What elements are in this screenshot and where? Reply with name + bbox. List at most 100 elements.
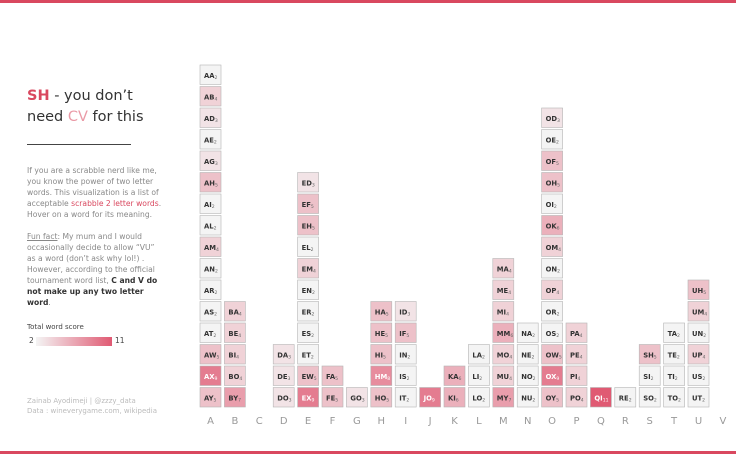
word-tile-rect[interactable] <box>394 322 417 343</box>
word-tile-rect[interactable] <box>224 322 246 343</box>
word-tile-ka[interactable]: KA6 <box>443 365 466 386</box>
word-tile-rect[interactable] <box>516 322 539 343</box>
word-tile-oe[interactable]: OE2 <box>541 129 563 150</box>
word-tile-rect[interactable] <box>492 387 515 408</box>
word-tile-de[interactable]: DE3 <box>272 365 295 386</box>
word-tile-rect[interactable] <box>199 344 222 365</box>
word-tile-or[interactable]: OR2 <box>541 301 563 322</box>
word-tile-rect[interactable] <box>687 301 710 322</box>
word-tile-ne[interactable]: NE2 <box>516 344 539 365</box>
word-tile-al[interactable]: AL2 <box>199 215 222 236</box>
word-tile-rect[interactable] <box>224 387 246 408</box>
scrabble-words-link[interactable]: scrabble 2 letter words <box>71 199 159 208</box>
word-tile-rect[interactable] <box>492 344 515 365</box>
word-tile-ah[interactable]: AH5 <box>199 172 222 193</box>
word-tile-oi[interactable]: OI2 <box>541 193 563 214</box>
word-tile-na[interactable]: NA2 <box>516 322 539 343</box>
word-tile-jo[interactable]: JO9 <box>419 387 441 408</box>
word-tile-ho[interactable]: HO5 <box>370 387 393 408</box>
word-tile-oh[interactable]: OH5 <box>541 172 563 193</box>
word-tile-fe[interactable]: FE5 <box>321 387 344 408</box>
word-tile-so[interactable]: SO2 <box>638 387 661 408</box>
word-tile-rect[interactable] <box>565 387 588 408</box>
word-tile-as[interactable]: AS2 <box>199 301 222 322</box>
word-tile-rect[interactable] <box>541 107 563 128</box>
word-tile-my[interactable]: MY7 <box>492 387 515 408</box>
word-tile-by[interactable]: BY7 <box>224 387 246 408</box>
word-tile-rect[interactable] <box>565 365 588 386</box>
word-tile-ex[interactable]: EX9 <box>297 387 319 408</box>
word-tile-rect[interactable] <box>199 365 222 386</box>
word-tile-po[interactable]: PO4 <box>565 387 588 408</box>
word-tile-rect[interactable] <box>541 193 563 214</box>
word-tile-rect[interactable] <box>370 344 393 365</box>
word-tile-rect[interactable] <box>663 365 685 386</box>
word-tile-os[interactable]: OS2 <box>541 322 563 343</box>
word-tile-rect[interactable] <box>541 344 563 365</box>
word-tile-ae[interactable]: AE2 <box>199 129 222 150</box>
word-tile-rect[interactable] <box>516 344 539 365</box>
word-tile-rect[interactable] <box>492 322 515 343</box>
word-tile-rect[interactable] <box>199 107 222 128</box>
word-tile-rect[interactable] <box>516 387 539 408</box>
word-tile-te[interactable]: TE2 <box>663 344 685 365</box>
word-tile-rect[interactable] <box>199 301 222 322</box>
word-tile-et[interactable]: ET2 <box>297 344 319 365</box>
word-tile-in[interactable]: IN2 <box>394 344 417 365</box>
word-tile-id[interactable]: ID3 <box>394 301 417 322</box>
word-tile-ut[interactable]: UT2 <box>687 387 710 408</box>
word-tile-rect[interactable] <box>370 387 393 408</box>
word-tile-he[interactable]: HE5 <box>370 322 393 343</box>
word-tile-rect[interactable] <box>687 344 710 365</box>
word-tile-aa[interactable]: AA2 <box>199 64 222 85</box>
word-tile-rect[interactable] <box>272 387 295 408</box>
word-tile-rect[interactable] <box>297 387 319 408</box>
word-tile-rect[interactable] <box>199 236 222 257</box>
word-tile-ad[interactable]: AD3 <box>199 107 222 128</box>
word-tile-an[interactable]: AN2 <box>199 258 222 279</box>
word-tile-da[interactable]: DA3 <box>272 344 295 365</box>
word-tile-ok[interactable]: OK6 <box>541 215 563 236</box>
word-tile-rect[interactable] <box>492 301 515 322</box>
word-tile-bo[interactable]: BO4 <box>224 365 246 386</box>
word-tile-lo[interactable]: LO2 <box>468 387 490 408</box>
word-tile-rect[interactable] <box>590 387 612 408</box>
word-tile-rect[interactable] <box>492 258 515 279</box>
word-tile-ti[interactable]: TI2 <box>663 365 685 386</box>
word-tile-rect[interactable] <box>394 365 417 386</box>
word-tile-fa[interactable]: FA5 <box>321 365 344 386</box>
word-tile-of[interactable]: OF5 <box>541 150 563 171</box>
word-tile-rect[interactable] <box>565 344 588 365</box>
word-tile-rect[interactable] <box>370 365 393 386</box>
word-tile-rect[interactable] <box>443 365 466 386</box>
word-tile-rect[interactable] <box>199 129 222 150</box>
word-tile-us[interactable]: US2 <box>687 365 710 386</box>
word-tile-ew[interactable]: EW5 <box>297 365 319 386</box>
word-tile-rect[interactable] <box>224 301 246 322</box>
word-tile-rect[interactable] <box>419 387 441 408</box>
word-tile-rect[interactable] <box>199 193 222 214</box>
word-tile-aw[interactable]: AW5 <box>199 344 222 365</box>
word-tile-om[interactable]: OM4 <box>541 236 563 257</box>
word-tile-rect[interactable] <box>516 365 539 386</box>
word-tile-en[interactable]: EN2 <box>297 279 319 300</box>
word-tile-rect[interactable] <box>297 172 319 193</box>
word-tile-la[interactable]: LA2 <box>468 344 490 365</box>
word-tile-rect[interactable] <box>199 215 222 236</box>
word-tile-um[interactable]: UM4 <box>687 301 710 322</box>
word-tile-rect[interactable] <box>199 279 222 300</box>
word-tile-am[interactable]: AM4 <box>199 236 222 257</box>
word-tile-ef[interactable]: EF5 <box>297 193 319 214</box>
word-tile-eh[interactable]: EH5 <box>297 215 319 236</box>
word-tile-rect[interactable] <box>199 322 222 343</box>
word-tile-op[interactable]: OP4 <box>541 279 563 300</box>
word-tile-ox[interactable]: OX9 <box>541 365 563 386</box>
word-tile-ow[interactable]: OW5 <box>541 344 563 365</box>
word-tile-rect[interactable] <box>224 344 246 365</box>
word-tile-ha[interactable]: HA5 <box>370 301 393 322</box>
word-tile-on[interactable]: ON2 <box>541 258 563 279</box>
word-tile-od[interactable]: OD3 <box>541 107 563 128</box>
word-tile-rect[interactable] <box>321 387 344 408</box>
word-tile-qi[interactable]: QI11 <box>590 387 612 408</box>
word-tile-rect[interactable] <box>297 301 319 322</box>
